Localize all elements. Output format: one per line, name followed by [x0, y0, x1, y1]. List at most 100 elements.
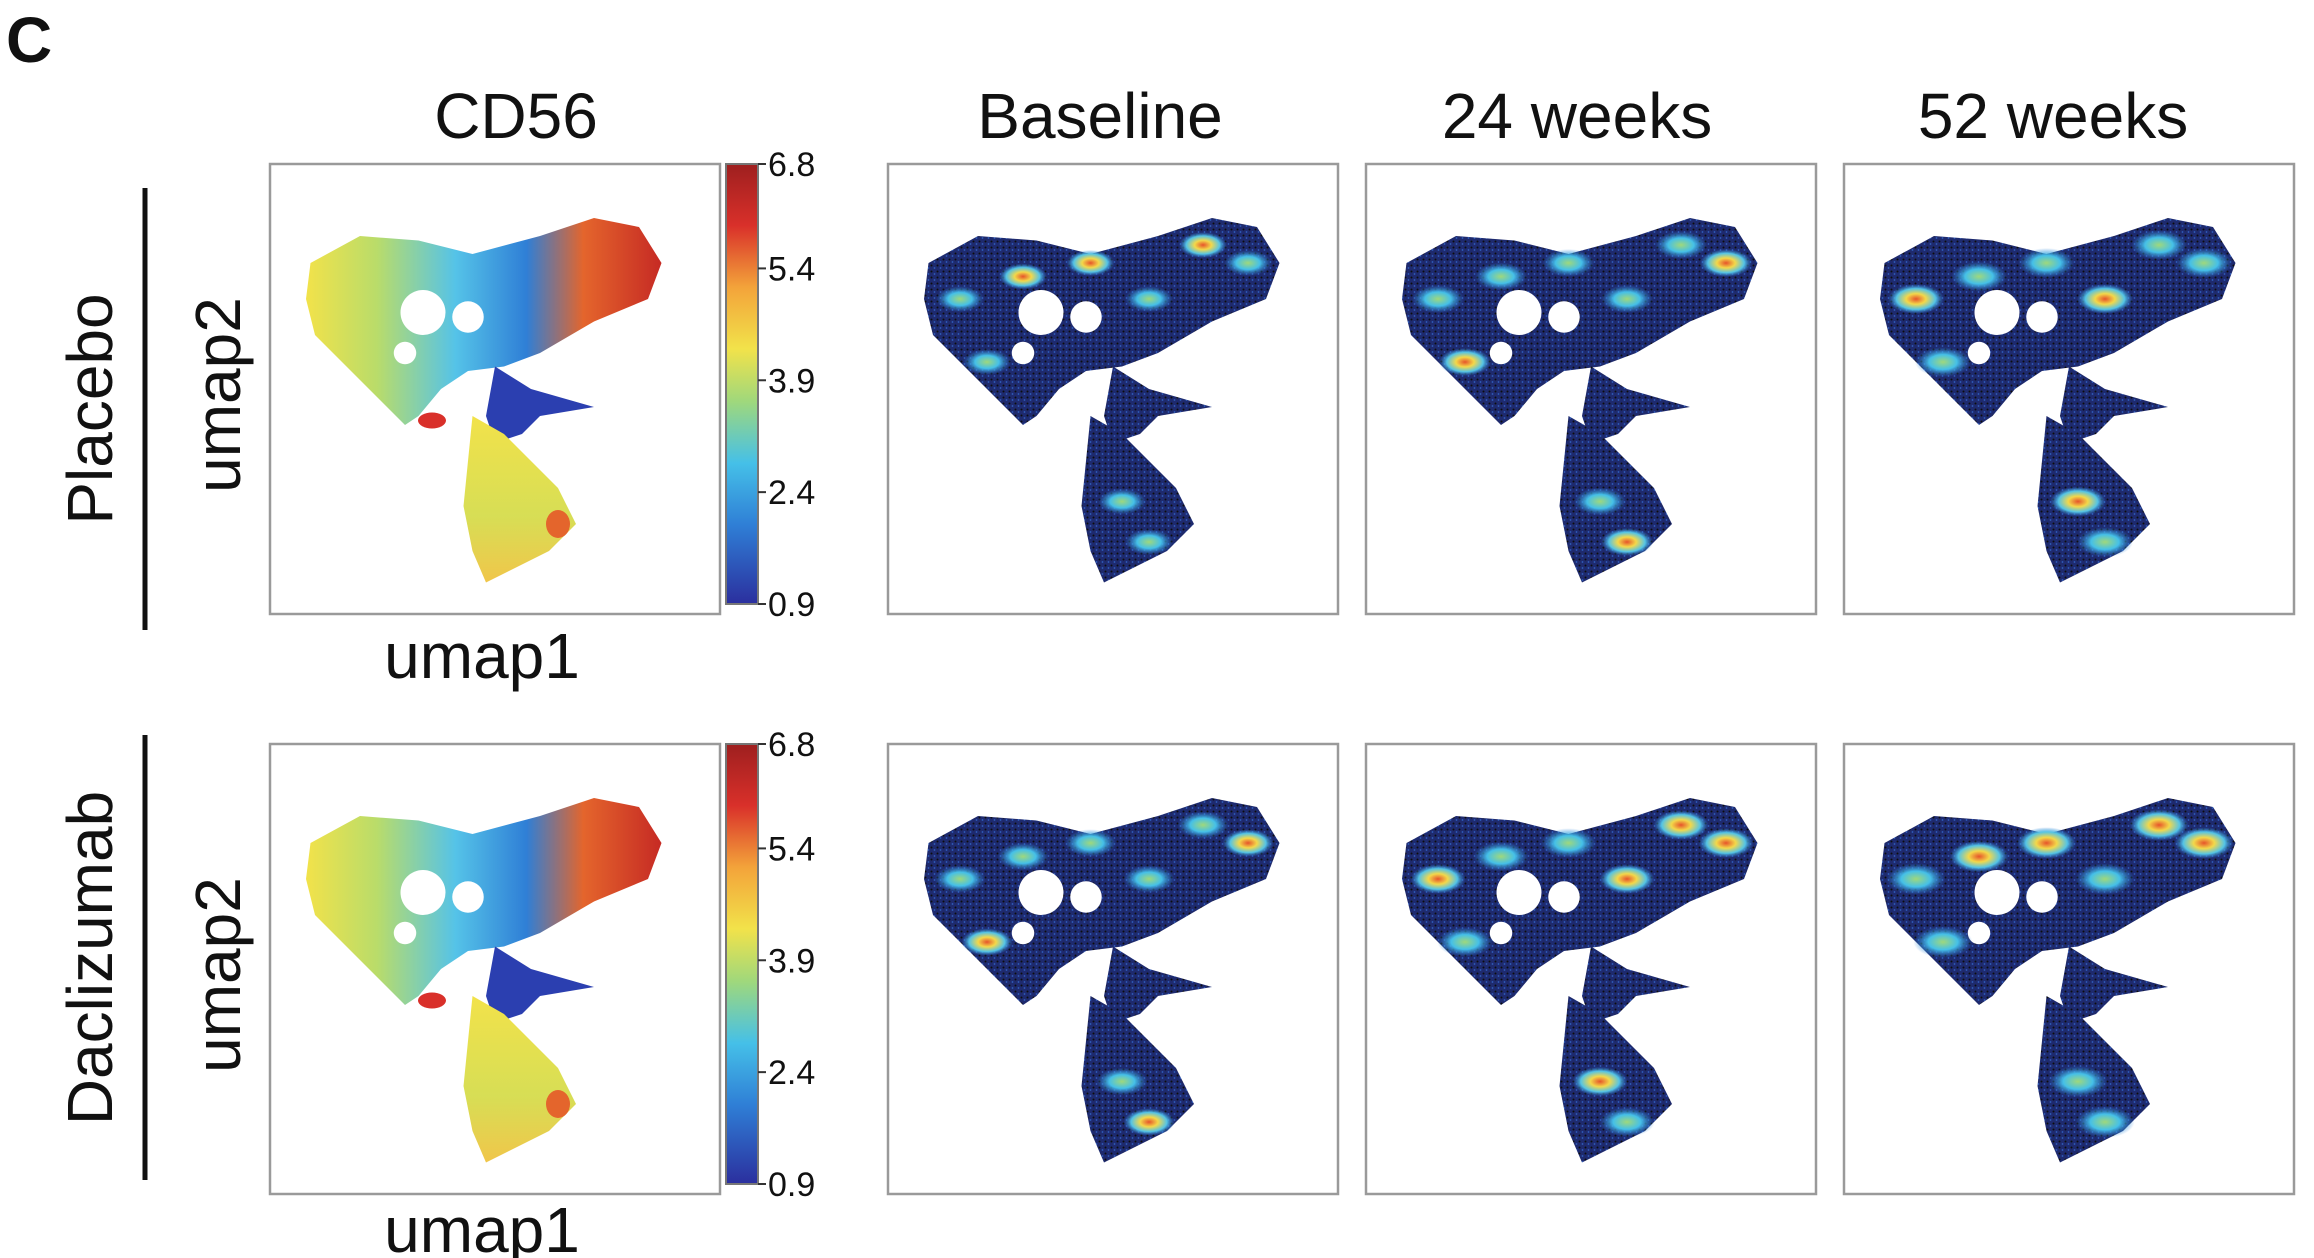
colorbar-gradient [726, 164, 758, 604]
density-hotspot [963, 349, 1011, 375]
density-hotspot [2050, 486, 2106, 517]
colorbar-tick-label: 6.8 [768, 146, 815, 184]
density-hotspot [2129, 809, 2189, 841]
high-expression-spot [546, 1090, 570, 1118]
empty-region [1018, 870, 1064, 915]
density-hotspot [1224, 250, 1272, 276]
density-hotspot [1123, 865, 1175, 893]
cell-cloud-stem [1104, 366, 1212, 443]
density-hotspot [1599, 1107, 1655, 1137]
colorbar-tick-label: 0.9 [768, 586, 815, 624]
empty-region [1548, 881, 1580, 913]
empty-region [1496, 290, 1542, 335]
empty-region [1489, 341, 1513, 365]
umap-panel-daclizumab-24-weeks [1364, 742, 1818, 1196]
cell-cloud-stem [2060, 366, 2168, 443]
density-hotspot [1599, 864, 1655, 894]
density-hotspot [2131, 230, 2187, 260]
colorbar-tick-label: 2.4 [768, 1054, 815, 1092]
y-axis-label-daclizumab: umap2 [182, 877, 254, 1073]
empty-region [400, 870, 446, 915]
density-hotspot [2075, 863, 2135, 895]
density-hotspot [1913, 926, 1973, 958]
column-title-baseline: Baseline [977, 80, 1223, 152]
density-hotspot [1601, 528, 1653, 556]
colorbar-frame [725, 743, 759, 1185]
density-hotspot [1125, 286, 1173, 312]
density-hotspot [1698, 828, 1754, 858]
density-hotspot [2077, 284, 2133, 314]
density-hotspot [1949, 840, 2009, 873]
cell-cloud-upper [306, 218, 662, 425]
density-hotspot [1410, 864, 1466, 894]
high-expression-spot [418, 992, 446, 1009]
umap-panel-placebo-baseline [886, 162, 1340, 616]
density-hotspot [1064, 829, 1117, 857]
empty-region [400, 290, 446, 335]
density-hotspot [961, 928, 1013, 956]
umap-panel-daclizumab-cd56 [268, 742, 722, 1196]
row-label-placebo: Placebo [54, 293, 126, 524]
row-label-daclizumab: Daclizumab [54, 791, 126, 1125]
density-hotspot [999, 263, 1047, 290]
density-hotspot [1542, 249, 1595, 277]
column-title-52-weeks: 52 weeks [1918, 80, 2188, 152]
density-hotspot [2018, 248, 2075, 278]
empty-region [1011, 921, 1035, 945]
empty-region [1974, 870, 2020, 915]
cell-cloud-lower [463, 996, 576, 1163]
cell-cloud-stem [1582, 946, 1690, 1023]
density-hotspot [1886, 863, 1946, 895]
empty-region [1070, 881, 1102, 913]
cell-cloud-upper [306, 798, 662, 1005]
empty-region [2026, 881, 2058, 913]
cell-cloud-stem [1582, 366, 1690, 443]
colorbar-daclizumab: 6.8 5.4 3.9 2.4 0.9 [725, 726, 815, 1204]
colorbars: 6.8 5.4 3.9 2.4 0.9 6.8 5.4 3.9 2.4 0.9 [725, 146, 815, 1204]
panel-letter: C [6, 4, 52, 76]
density-hotspot [1437, 927, 1493, 957]
density-hotspot [1096, 1067, 1148, 1096]
cell-cloud-stem [2060, 946, 2168, 1023]
density-hotspot [1412, 285, 1464, 313]
colorbar-tick-label: 5.4 [768, 830, 815, 868]
empty-region [1496, 870, 1542, 915]
cell-cloud-stem [486, 366, 594, 443]
empty-region [1070, 301, 1102, 333]
colorbar-tick-label: 5.4 [768, 250, 815, 288]
density-hotspot [936, 286, 984, 312]
density-hotspot [1653, 810, 1709, 840]
density-hotspot [1572, 1066, 1628, 1097]
density-hotspot [1177, 811, 1229, 839]
density-hotspot [1601, 285, 1653, 313]
empty-region [393, 341, 417, 365]
empty-region [1967, 921, 1991, 945]
density-hotspot [1951, 261, 2007, 292]
empty-region [393, 921, 417, 945]
density-hotspot [2176, 248, 2232, 278]
colorbar-placebo: 6.8 5.4 3.9 2.4 0.9 [725, 146, 815, 624]
density-hotspot [1655, 231, 1707, 259]
empty-region [452, 881, 484, 913]
empty-region [1548, 301, 1580, 333]
empty-region [452, 301, 484, 333]
density-hotspot [2016, 827, 2077, 859]
empty-region [1489, 921, 1513, 945]
x-axis-label-daclizumab: umap1 [384, 1194, 580, 1258]
empty-region [1011, 341, 1035, 365]
umap-panel-daclizumab-52-weeks [1842, 742, 2296, 1196]
empty-region [2026, 301, 2058, 333]
density-hotspot [1123, 1108, 1175, 1136]
density-hotspot [1066, 250, 1115, 276]
umap-panel-placebo-24-weeks [1364, 162, 1818, 616]
umap-panel-placebo-52-weeks [1842, 162, 2296, 616]
panels [268, 162, 2296, 1196]
y-axis-label-placebo: umap2 [182, 297, 254, 493]
high-expression-spot [418, 412, 446, 429]
cell-cloud-lower [463, 416, 576, 583]
column-title-cd56: CD56 [434, 80, 598, 152]
column-title-24-weeks: 24 weeks [1442, 80, 1712, 152]
empty-region [1974, 290, 2020, 335]
density-hotspot [934, 865, 986, 893]
